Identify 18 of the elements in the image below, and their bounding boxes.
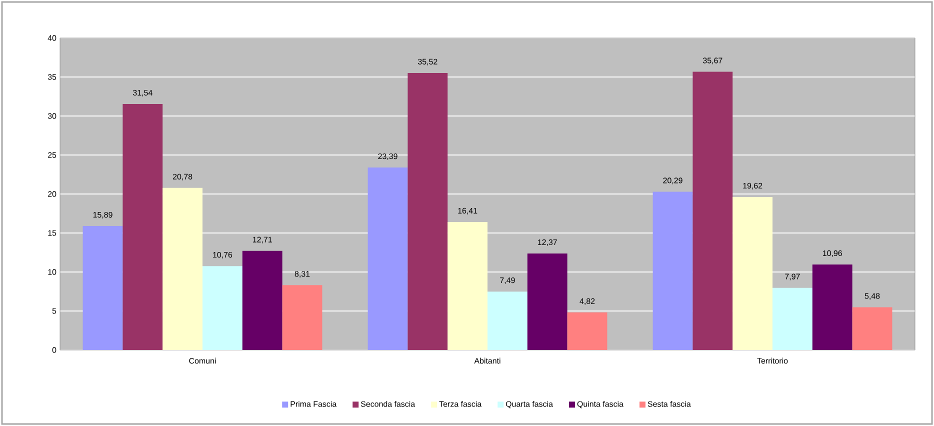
bar — [652, 192, 693, 350]
bar — [567, 312, 608, 350]
bar — [448, 222, 488, 350]
bar — [242, 250, 282, 350]
bar — [732, 196, 773, 350]
bar — [852, 307, 892, 350]
bar — [122, 104, 163, 350]
bar — [772, 288, 812, 350]
bar — [408, 72, 448, 350]
bar — [368, 168, 408, 350]
bar — [692, 72, 733, 350]
bar — [812, 264, 852, 350]
bar — [202, 266, 242, 350]
bar — [162, 188, 202, 350]
bar — [282, 285, 322, 350]
bar — [527, 254, 568, 350]
bar — [488, 292, 528, 350]
bar — [82, 226, 123, 350]
